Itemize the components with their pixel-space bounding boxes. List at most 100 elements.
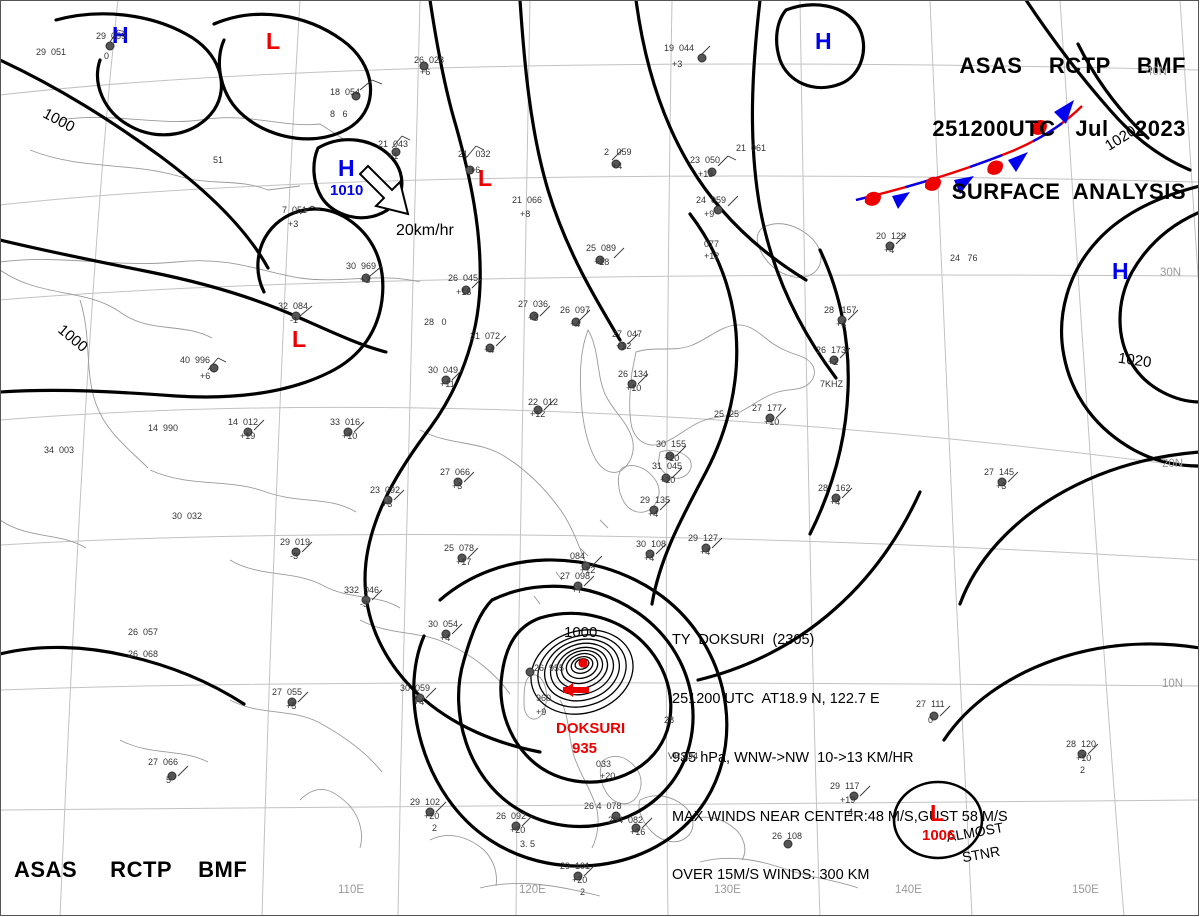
station-plot-text: +11: [440, 379, 455, 389]
occluded-front: [855, 100, 1083, 209]
low-pressure-symbol: L: [266, 28, 281, 54]
station-plot-text: 29 117: [830, 781, 860, 791]
station-plot-text: +4: [414, 697, 425, 707]
station-plot-text: 7KHZ: [820, 379, 844, 389]
station-plot-text: +9: [536, 707, 547, 717]
station-plot-text: +20: [510, 825, 526, 835]
station-plot-text: 27 036: [518, 299, 549, 309]
station-plot-text: 19 044: [664, 43, 695, 53]
station-plot-text: 27 066: [148, 757, 179, 767]
station-plot-text: +16: [630, 827, 646, 837]
station-plot-text: 31 072: [470, 331, 501, 341]
station-plot-text: 30 108: [636, 539, 667, 549]
station-plot-text: +4: [440, 633, 451, 643]
station-plot-text: 22 012: [528, 397, 559, 407]
typhoon-center-dot: [578, 658, 588, 668]
station-plot-text: +4: [612, 161, 623, 171]
station-plot-text: 26 068: [128, 649, 159, 659]
station-plot-text: +20: [572, 875, 588, 885]
station-plot-text: 30 049: [428, 365, 459, 375]
station-plot-text: 30 969: [346, 261, 377, 271]
station-plot-text: +4: [836, 319, 847, 329]
station-plot-text: +12: [530, 409, 546, 419]
station-plot-text: 29 051: [36, 47, 67, 57]
station-plot-text: +10: [342, 431, 358, 441]
station-plot-text: -1: [290, 315, 299, 325]
pressure-system-l-1: L: [266, 28, 280, 55]
station-plot-text: 204 082: [608, 815, 644, 825]
station-plot-text: +18: [594, 257, 610, 267]
graticule-label-40N: 40N: [1146, 66, 1168, 78]
station-plot-text: 30 032: [172, 511, 203, 521]
station-plot-text: 2: [1080, 765, 1086, 775]
station-plot-text: +12: [704, 251, 720, 261]
station-plot-text: 27 177: [752, 403, 783, 413]
station-plot-text: 24 059: [696, 195, 727, 205]
station-plot-text: 0: [928, 715, 934, 725]
high-pressure-symbol: H: [338, 155, 355, 181]
station-plot-text: 18 054: [330, 87, 361, 97]
isobar-label-1000-4: 1000: [564, 624, 598, 641]
station-plot-text: 26 092: [496, 811, 527, 821]
station-plot-text: 25 25: [714, 409, 740, 419]
station-plot-text: 27 098: [560, 571, 591, 581]
graticule-label-110E: 110E: [338, 884, 365, 896]
station-plot-text: +3: [672, 59, 683, 69]
typhoon-forecast-marker: [563, 683, 589, 697]
station-plot-text: +12: [616, 341, 632, 351]
tc-line-3: 935 hPa, WNW->NW 10->13 KM/HR: [672, 749, 914, 766]
station-plot-text: 26 057: [128, 627, 159, 637]
low-pressure-symbol: L: [478, 165, 493, 191]
station-plot-text: 32 084: [278, 301, 309, 311]
pressure-value-label: 1006: [922, 827, 956, 844]
station-plot-text: 4: [848, 807, 854, 817]
tc-line-4: MAX WINDS NEAR CENTER:48 M/S,GUST 58 M/S: [672, 808, 1008, 825]
pressure-system-l-3: L: [478, 165, 492, 192]
station-plot-text: +4: [648, 509, 659, 519]
typhoon-core-isobars: [530, 629, 634, 715]
graticule-label-30N: 30N: [1160, 267, 1182, 279]
station-plot-text: 27 066: [440, 467, 471, 477]
station-plot-text: 2 059: [604, 147, 632, 157]
station-plot-text: 25 089: [586, 243, 617, 253]
station-plot-text: 0: [104, 51, 110, 61]
station-plot-text: 29 101: [560, 861, 591, 871]
station-plot-text: 31 045: [652, 461, 683, 471]
station-plot-text: +7: [572, 585, 583, 595]
header-tr-line2: 251200UTC Jul 2023: [932, 116, 1186, 141]
station-plot-text: 25 078: [444, 543, 475, 553]
station-plot-text: 28: [664, 715, 675, 725]
wind-barbs: [109, 29, 1099, 877]
station-plot-text: 27 047: [612, 329, 643, 339]
station-plot-text: +13: [698, 169, 714, 179]
pressure-system-h-5: H: [815, 28, 832, 55]
pressure-system-h-2: H 1010: [330, 155, 363, 199]
station-plot-text: +15: [456, 287, 472, 297]
station-plot-text: 26 097: [560, 305, 591, 315]
station-plot-text: 28 0: [424, 317, 447, 327]
station-plot-text: +4: [884, 245, 895, 255]
station-plot-text: 29 135: [640, 495, 671, 505]
station-plot-text: +5: [286, 701, 297, 711]
station-plot-text: 26 955: [534, 663, 565, 673]
station-plot-text: +8: [520, 209, 531, 219]
tc-line-1: TY DOKSURI (2305): [672, 632, 815, 649]
station-plot-text: +4: [700, 547, 711, 557]
header-top-right: ASAS RCTP BMF 251200UTC Jul 2023 SURFACE…: [932, 16, 1186, 241]
station-plot-text: 40 996: [180, 355, 211, 365]
station-plot-text: 5: [166, 775, 172, 785]
station-plot-text: +10: [660, 475, 676, 485]
station-plot-text: 2: [432, 823, 438, 833]
station-plot-text: 21 061: [736, 143, 767, 153]
movement-arrow: [358, 164, 410, 216]
station-plot-text: 26 108: [772, 831, 803, 841]
station-plot-text: 077: [704, 239, 720, 249]
station-plot-text: 29 102: [410, 797, 441, 807]
station-plot-text: +12: [580, 565, 596, 575]
station-plot-text: +2: [828, 357, 839, 367]
station-plot-text: +3: [288, 219, 299, 229]
header-tr-line3: SURFACE ANALYSIS: [951, 179, 1186, 204]
station-plot-text: +4: [484, 345, 495, 355]
station-plot-text: +6: [420, 67, 431, 77]
